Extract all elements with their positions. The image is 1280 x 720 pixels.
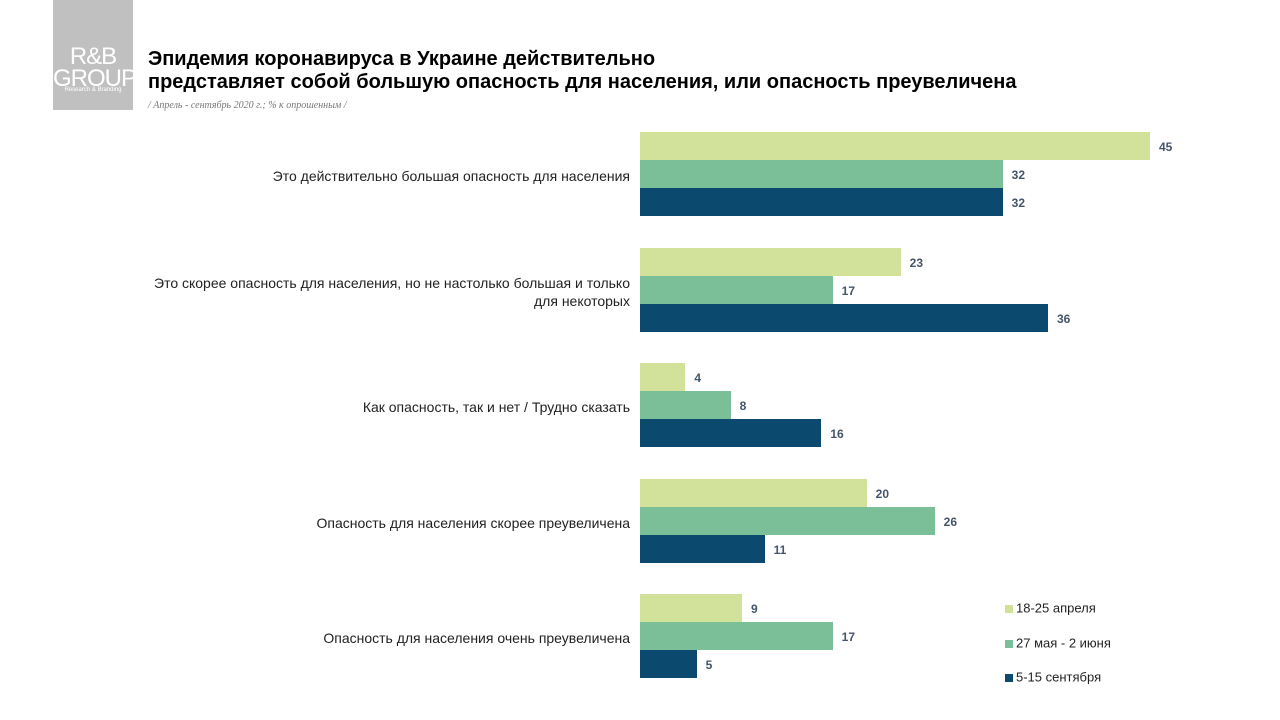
value-label: 5 xyxy=(705,658,713,672)
value-label: 17 xyxy=(841,283,856,298)
bar xyxy=(640,275,833,304)
bar xyxy=(640,188,1003,216)
category-label: Опасность для населения скорее преувелич… xyxy=(316,514,631,531)
value-label: 4 xyxy=(694,371,702,385)
value-label: 26 xyxy=(943,514,958,529)
logo-tagline: Research & Branding xyxy=(64,87,122,93)
category-label: Это скорее опасность для населения, но н… xyxy=(154,274,630,309)
bar xyxy=(640,650,697,678)
bar xyxy=(640,391,731,419)
bar xyxy=(640,419,822,447)
chart-subtitle: / Апрель - сентябрь 2020 г.; % к опрошен… xyxy=(148,100,347,111)
category-label: Это действительно большая опасность для … xyxy=(272,168,630,184)
title-line: Эпидемия коронавируса в Украине действит… xyxy=(148,48,656,70)
category-label: Как опасность, так и нет / Трудно сказат… xyxy=(362,399,630,415)
value-label: 23 xyxy=(909,255,924,270)
value-label: 16 xyxy=(830,427,844,441)
bar xyxy=(640,506,935,535)
bar xyxy=(640,594,742,622)
value-label: 17 xyxy=(841,630,856,644)
legend-swatch xyxy=(1005,674,1013,682)
legend-label: 18-25 апреля xyxy=(1016,600,1096,616)
value-label: 8 xyxy=(739,399,747,413)
category-label: Опасность для населения очень преувеличе… xyxy=(323,630,630,646)
bar xyxy=(640,478,867,507)
legend-swatch xyxy=(1005,639,1013,648)
value-label: 11 xyxy=(773,542,787,557)
value-label: 20 xyxy=(875,486,890,501)
value-label: 9 xyxy=(751,602,758,616)
value-label: 45 xyxy=(1159,140,1173,154)
value-label: 36 xyxy=(1057,311,1071,326)
chart-title: Эпидемия коронавируса в Украине действит… xyxy=(148,48,1017,94)
value-label: 32 xyxy=(1011,196,1026,210)
logo-text: R&B GROUP xyxy=(53,43,137,92)
legend-label: 27 мая - 2 июня xyxy=(1016,635,1111,650)
bar xyxy=(640,132,1150,160)
value-label: 32 xyxy=(1011,168,1026,182)
bar xyxy=(640,247,901,276)
bar xyxy=(640,622,833,650)
bar xyxy=(640,160,1003,188)
legend-label: 5-15 сентября xyxy=(1016,669,1102,685)
legend-swatch xyxy=(1005,605,1013,613)
bar xyxy=(640,303,1048,332)
bar xyxy=(640,363,686,391)
logo: R&B GROUP Research & Branding xyxy=(53,0,137,110)
bar xyxy=(640,534,765,563)
title-line: представляет собой большую опасность для… xyxy=(148,71,1017,93)
